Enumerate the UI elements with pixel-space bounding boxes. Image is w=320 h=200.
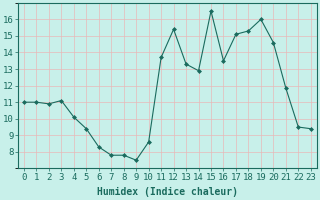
X-axis label: Humidex (Indice chaleur): Humidex (Indice chaleur) [97,187,238,197]
